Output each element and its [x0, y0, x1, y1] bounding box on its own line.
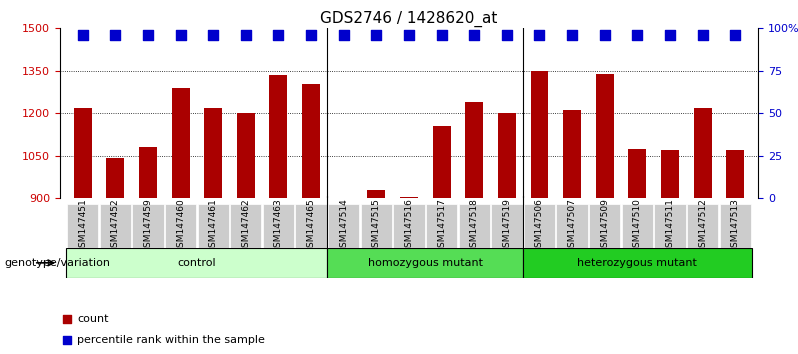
FancyBboxPatch shape — [132, 204, 164, 248]
Point — [305, 33, 318, 38]
Bar — [531, 71, 548, 198]
Bar — [596, 74, 614, 198]
Text: GSM147451: GSM147451 — [78, 199, 87, 253]
Point — [174, 33, 187, 38]
FancyBboxPatch shape — [361, 204, 392, 248]
Bar — [237, 113, 255, 198]
FancyBboxPatch shape — [523, 248, 752, 278]
FancyBboxPatch shape — [327, 248, 523, 278]
FancyBboxPatch shape — [198, 204, 229, 248]
Point — [631, 33, 644, 38]
Point — [533, 33, 546, 38]
FancyBboxPatch shape — [295, 204, 326, 248]
Text: heterozygous mutant: heterozygous mutant — [578, 258, 697, 268]
Point — [207, 33, 219, 38]
Point — [370, 33, 383, 38]
Bar — [204, 108, 222, 198]
Point — [109, 33, 122, 38]
FancyBboxPatch shape — [100, 204, 131, 248]
FancyBboxPatch shape — [67, 204, 98, 248]
Text: GSM147514: GSM147514 — [339, 199, 348, 253]
FancyBboxPatch shape — [230, 204, 262, 248]
Text: GSM147463: GSM147463 — [274, 199, 283, 253]
Bar — [400, 197, 418, 198]
Text: GSM147510: GSM147510 — [633, 199, 642, 253]
Bar — [302, 84, 320, 198]
Text: GSM147462: GSM147462 — [241, 199, 251, 253]
FancyBboxPatch shape — [263, 204, 294, 248]
Bar — [693, 108, 712, 198]
Bar — [73, 108, 92, 198]
Point — [402, 33, 415, 38]
Point — [239, 33, 252, 38]
Bar — [139, 147, 157, 198]
Point — [459, 37, 472, 42]
Text: GSM147459: GSM147459 — [144, 199, 152, 253]
Bar — [726, 150, 745, 198]
Point — [77, 33, 89, 38]
Bar — [172, 88, 190, 198]
Point — [500, 33, 513, 38]
Text: genotype/variation: genotype/variation — [4, 258, 110, 268]
Bar — [498, 113, 516, 198]
Bar — [465, 102, 484, 198]
Text: homozygous mutant: homozygous mutant — [368, 258, 483, 268]
Bar — [563, 110, 581, 198]
Text: GSM147460: GSM147460 — [176, 199, 185, 253]
Text: GSM147515: GSM147515 — [372, 199, 381, 253]
Point — [459, 230, 472, 235]
FancyBboxPatch shape — [492, 204, 523, 248]
Bar — [628, 149, 646, 198]
Text: GSM147465: GSM147465 — [306, 199, 315, 253]
FancyBboxPatch shape — [556, 204, 588, 248]
Text: GSM147518: GSM147518 — [470, 199, 479, 253]
Point — [141, 33, 154, 38]
Bar — [367, 190, 385, 198]
Text: GSM147507: GSM147507 — [567, 199, 577, 253]
FancyBboxPatch shape — [66, 248, 327, 278]
Point — [598, 33, 611, 38]
Text: GSM147461: GSM147461 — [209, 199, 218, 253]
FancyBboxPatch shape — [687, 204, 718, 248]
FancyBboxPatch shape — [720, 204, 751, 248]
Bar — [433, 126, 451, 198]
Point — [664, 33, 677, 38]
FancyBboxPatch shape — [589, 204, 620, 248]
Point — [272, 33, 285, 38]
Bar — [270, 75, 287, 198]
FancyBboxPatch shape — [165, 204, 196, 248]
FancyBboxPatch shape — [426, 204, 457, 248]
Text: GSM147509: GSM147509 — [600, 199, 609, 253]
Point — [696, 33, 709, 38]
Text: GSM147511: GSM147511 — [666, 199, 674, 253]
Title: GDS2746 / 1428620_at: GDS2746 / 1428620_at — [320, 11, 498, 27]
Point — [435, 33, 448, 38]
Bar — [106, 158, 124, 198]
Point — [338, 33, 350, 38]
Text: percentile rank within the sample: percentile rank within the sample — [77, 335, 265, 345]
Text: GSM147519: GSM147519 — [503, 199, 512, 253]
FancyBboxPatch shape — [393, 204, 425, 248]
Text: GSM147513: GSM147513 — [731, 199, 740, 253]
FancyBboxPatch shape — [654, 204, 685, 248]
Text: GSM147517: GSM147517 — [437, 199, 446, 253]
Text: GSM147452: GSM147452 — [111, 199, 120, 253]
Text: count: count — [77, 314, 109, 324]
Point — [729, 33, 741, 38]
FancyBboxPatch shape — [459, 204, 490, 248]
FancyBboxPatch shape — [328, 204, 359, 248]
Bar — [661, 150, 679, 198]
Text: control: control — [178, 258, 216, 268]
Point — [566, 33, 579, 38]
FancyBboxPatch shape — [622, 204, 653, 248]
Text: GSM147512: GSM147512 — [698, 199, 707, 253]
Text: GSM147516: GSM147516 — [405, 199, 413, 253]
FancyBboxPatch shape — [523, 204, 555, 248]
Point — [468, 33, 480, 38]
Text: GSM147506: GSM147506 — [535, 199, 544, 253]
